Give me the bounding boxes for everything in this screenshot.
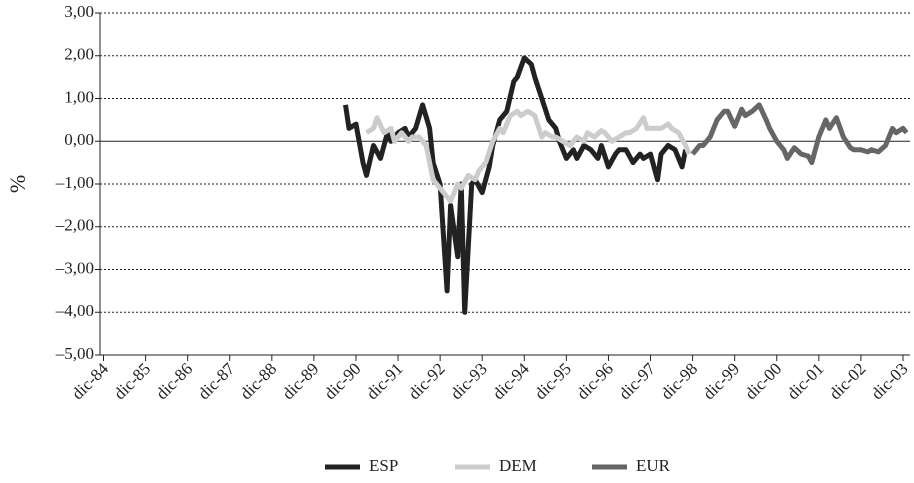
y-tick-label: 1,00 [64,87,94,106]
x-tick-label: dic-00 [741,359,785,403]
legend-label: EUR [636,456,671,475]
y-tick-label: –5,00 [55,344,94,363]
x-tick-label: dic-87 [194,359,238,403]
x-tick-label: dic-85 [110,359,154,403]
data-line [365,108,692,204]
x-tick-label: dic-99 [699,359,743,403]
y-tick-label: 3,00 [64,2,94,21]
x-tick-label: dic-88 [236,359,280,403]
x-tick-label: dic-01 [783,359,827,403]
x-tick-label: dic-84 [68,359,112,403]
legend-label: DEM [499,456,537,475]
y-tick-label: 2,00 [64,45,94,64]
y-tick-label: 0,00 [64,130,94,149]
x-tick-label: dic-86 [152,359,196,403]
x-tick-label: dic-96 [573,359,617,403]
x-tick-label: dic-91 [362,359,406,403]
y-axis-label: % [5,175,30,193]
x-tick-label: dic-02 [825,359,869,403]
y-tick-label: –3,00 [55,258,94,277]
x-tick-label: dic-97 [615,359,659,403]
x-tick-label: dic-03 [867,359,911,403]
x-tick-label: dic-93 [447,359,491,403]
y-tick-label: –1,00 [55,173,94,192]
x-tick-label: dic-90 [320,359,364,403]
x-tick-label: dic-94 [489,359,533,403]
x-tick-label: dic-89 [278,359,322,403]
x-tick-label: dic-92 [405,359,449,403]
x-tick-label: dic-98 [657,359,701,403]
legend-label: ESP [369,456,398,475]
data-line [343,55,689,315]
y-tick-label: –2,00 [55,216,94,235]
x-tick-label: dic-95 [531,359,575,403]
data-line [690,102,909,166]
y-tick-label: –4,00 [55,301,94,320]
